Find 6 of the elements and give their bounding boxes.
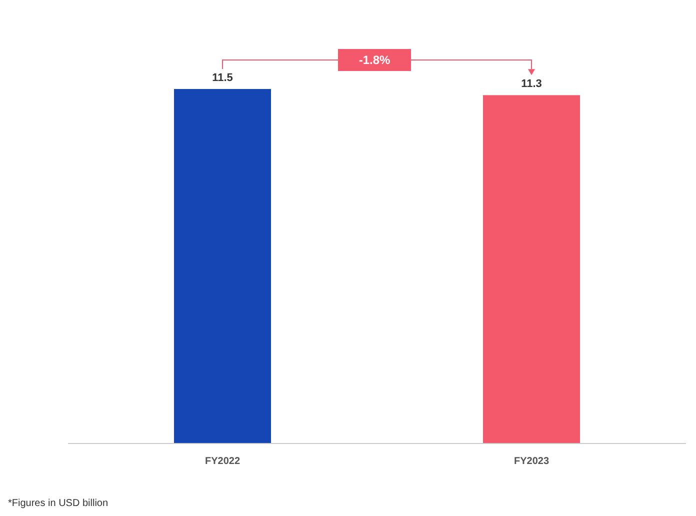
data-label: 11.3 — [521, 78, 542, 90]
x-tick-label: FY2022 — [204, 456, 240, 467]
text: -1.8% — [358, 53, 390, 67]
text: *Figures in USD billion — [8, 498, 108, 509]
data-label: 11.5 — [212, 72, 233, 84]
x-tick-label: FY2023 — [514, 456, 550, 467]
